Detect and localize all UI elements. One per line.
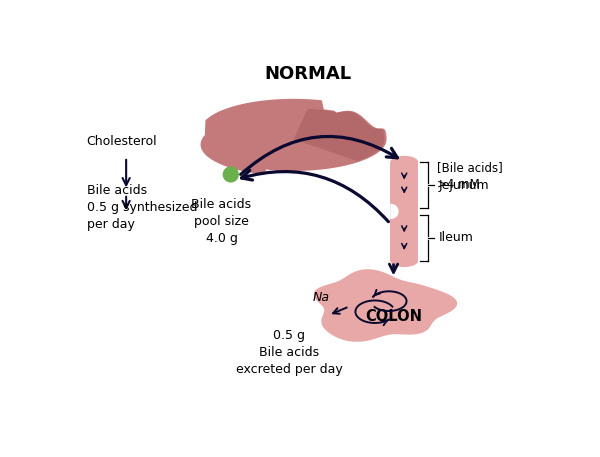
Text: Na: Na [313, 291, 330, 304]
Polygon shape [418, 204, 427, 219]
Polygon shape [200, 99, 386, 175]
Text: Jejunum: Jejunum [439, 179, 489, 191]
Text: Cholesterol: Cholesterol [86, 134, 157, 148]
Text: Bile acids
pool size
4.0 g: Bile acids pool size 4.0 g [191, 198, 251, 245]
Polygon shape [314, 269, 457, 342]
Polygon shape [390, 204, 398, 219]
Text: NORMAL: NORMAL [264, 65, 351, 83]
Polygon shape [390, 260, 418, 267]
Polygon shape [390, 162, 418, 260]
Text: 0.5 g
Bile acids
excreted per day: 0.5 g Bile acids excreted per day [236, 329, 342, 376]
Ellipse shape [223, 167, 238, 182]
Text: COLON: COLON [365, 309, 422, 324]
Text: Ileum: Ileum [439, 231, 473, 244]
Polygon shape [390, 156, 418, 162]
Text: Bile acids
0.5 g synthesized
per day: Bile acids 0.5 g synthesized per day [86, 185, 197, 231]
Polygon shape [293, 109, 384, 161]
Text: [Bile acids]
>4 mM: [Bile acids] >4 mM [437, 161, 503, 191]
